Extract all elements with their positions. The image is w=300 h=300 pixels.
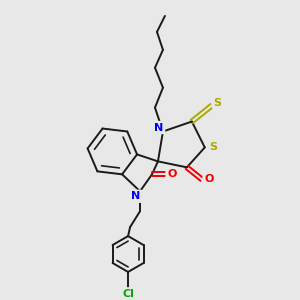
Text: O: O [167,169,177,179]
Text: N: N [131,191,141,201]
Text: O: O [204,174,214,184]
Text: S: S [209,142,217,152]
Text: S: S [214,98,222,108]
Text: Cl: Cl [122,289,134,299]
Text: N: N [154,122,164,133]
